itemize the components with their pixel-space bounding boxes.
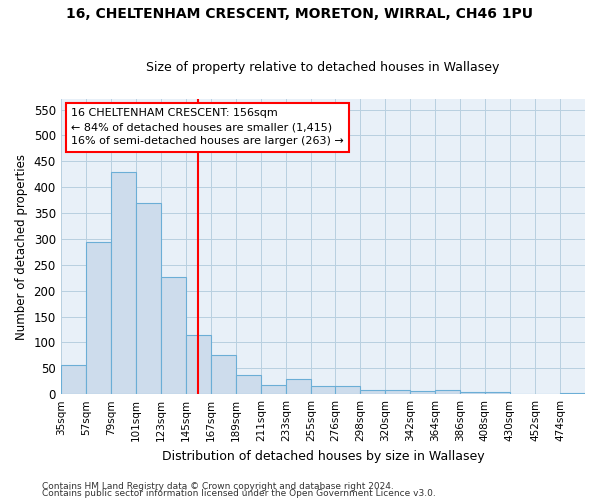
X-axis label: Distribution of detached houses by size in Wallasey: Distribution of detached houses by size … [161, 450, 484, 462]
Text: Contains HM Land Registry data © Crown copyright and database right 2024.: Contains HM Land Registry data © Crown c… [42, 482, 394, 491]
Bar [261, 386, 286, 394]
Bar [435, 390, 460, 394]
Bar [86, 242, 111, 394]
Bar [385, 390, 410, 394]
Title: Size of property relative to detached houses in Wallasey: Size of property relative to detached ho… [146, 62, 500, 74]
Bar [136, 204, 161, 394]
Bar [286, 378, 311, 394]
Bar [61, 364, 86, 394]
Y-axis label: Number of detached properties: Number of detached properties [15, 154, 28, 340]
Bar [311, 386, 336, 394]
Bar [236, 374, 261, 394]
Text: Contains public sector information licensed under the Open Government Licence v3: Contains public sector information licen… [42, 490, 436, 498]
Bar [161, 278, 186, 394]
Bar [410, 390, 435, 394]
Bar [360, 390, 385, 394]
Bar [186, 335, 211, 394]
Bar [335, 386, 360, 394]
Text: 16 CHELTENHAM CRESCENT: 156sqm
← 84% of detached houses are smaller (1,415)
16% : 16 CHELTENHAM CRESCENT: 156sqm ← 84% of … [71, 108, 344, 146]
Bar [211, 356, 236, 394]
Text: 16, CHELTENHAM CRESCENT, MORETON, WIRRAL, CH46 1PU: 16, CHELTENHAM CRESCENT, MORETON, WIRRAL… [67, 8, 533, 22]
Bar [460, 392, 485, 394]
Bar [485, 392, 510, 394]
Bar [560, 393, 585, 394]
Bar [111, 172, 136, 394]
